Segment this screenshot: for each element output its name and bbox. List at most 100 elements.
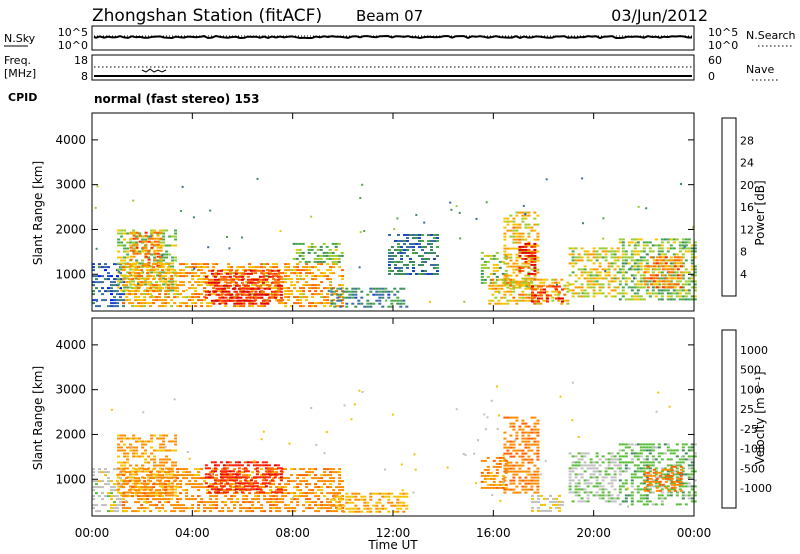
power-cell — [122, 305, 125, 308]
velocity-cell — [613, 476, 617, 479]
power-cell — [406, 273, 409, 275]
power-scatter-cell — [327, 289, 330, 292]
velocity-cell — [624, 467, 628, 470]
power-cell — [406, 240, 409, 242]
velocity-cell — [583, 464, 587, 467]
power-cell — [415, 237, 418, 239]
power-cell — [161, 287, 165, 290]
power-cell — [176, 293, 180, 296]
power-cell — [197, 284, 201, 287]
power-cell — [530, 263, 534, 266]
power-cell — [302, 284, 306, 287]
velocity-cell — [117, 485, 121, 488]
velocity-cell — [627, 446, 631, 449]
power-cell — [197, 263, 201, 266]
power-cell — [405, 305, 409, 308]
power-cell — [301, 251, 305, 254]
power-cell — [174, 283, 178, 286]
velocity-cell — [95, 510, 98, 513]
power-cell — [326, 293, 330, 296]
power-cell — [173, 302, 177, 305]
velocity-cell — [308, 468, 312, 471]
power-cell — [200, 278, 204, 281]
power-cell — [530, 268, 534, 271]
power-cell — [388, 258, 391, 260]
power-cell — [159, 237, 163, 240]
power-cell — [153, 243, 157, 246]
power-cell — [334, 248, 338, 251]
velocity-cell — [657, 497, 661, 500]
power-cell — [601, 247, 605, 250]
velocity-cell — [571, 455, 575, 458]
power-cell — [134, 290, 138, 293]
velocity-cell — [137, 477, 141, 480]
power-cell — [667, 268, 671, 271]
velocity-cell — [203, 507, 207, 510]
velocity-cell — [509, 455, 513, 458]
power-cell — [583, 292, 587, 295]
power-cell — [147, 252, 151, 255]
power-cell — [147, 283, 151, 286]
power-cell — [216, 272, 220, 275]
power-cell — [132, 255, 136, 258]
velocity-cell — [348, 510, 352, 513]
power-cell — [311, 296, 315, 299]
velocity-cell — [173, 504, 177, 507]
velocity-cell — [255, 470, 259, 473]
power-cell — [536, 232, 540, 235]
velocity-cell — [670, 480, 674, 483]
velocity-cell — [521, 464, 525, 467]
velocity-scatter-cell — [577, 436, 580, 438]
velocity-cell — [540, 494, 543, 497]
power-scatter-cell — [279, 230, 282, 233]
power-cell — [363, 305, 367, 308]
velocity-cell — [378, 507, 382, 510]
velocity-cell — [272, 477, 276, 480]
velocity-cell — [503, 431, 507, 434]
power-cell — [512, 290, 516, 293]
power-cell — [418, 240, 421, 242]
power-cell — [304, 260, 308, 263]
power-cell — [527, 281, 531, 284]
velocity-cell — [302, 468, 306, 471]
velocity-cell — [655, 477, 659, 480]
power-cell — [230, 293, 234, 296]
power-cell — [533, 268, 537, 271]
velocity-cell — [604, 494, 608, 497]
velocity-cell — [610, 497, 614, 500]
power-cell — [527, 235, 531, 238]
velocity-cell — [150, 440, 154, 443]
velocity-cell — [207, 491, 211, 494]
velocity-cell — [242, 501, 246, 504]
velocity-cell — [338, 489, 342, 492]
power-cell — [144, 246, 148, 249]
velocity-cell — [533, 491, 537, 494]
power-cell — [185, 305, 189, 308]
velocity-cell — [503, 446, 507, 449]
velocity-cell — [293, 495, 297, 498]
power-cell — [693, 265, 697, 268]
velocity-cell — [521, 479, 525, 482]
power-cell — [305, 299, 309, 302]
power-cell — [146, 266, 150, 269]
velocity-cell — [302, 504, 306, 507]
power-cell — [412, 234, 415, 236]
power-cell — [95, 278, 98, 281]
power-scatter-cell — [645, 207, 648, 210]
power-cell — [636, 238, 640, 241]
power-cell — [577, 256, 581, 259]
power-cell — [336, 296, 340, 299]
power-cell — [669, 244, 673, 247]
power-cell — [400, 240, 403, 242]
power-cell — [206, 263, 210, 266]
velocity-cell — [533, 464, 537, 467]
velocity-cell — [272, 504, 276, 507]
power-cell — [149, 269, 153, 272]
power-cell — [305, 275, 309, 278]
velocity-cell — [168, 494, 172, 497]
velocity-cell — [369, 492, 373, 495]
power-cell — [527, 241, 531, 244]
velocity-cell — [302, 495, 306, 498]
power-cell — [132, 241, 136, 244]
